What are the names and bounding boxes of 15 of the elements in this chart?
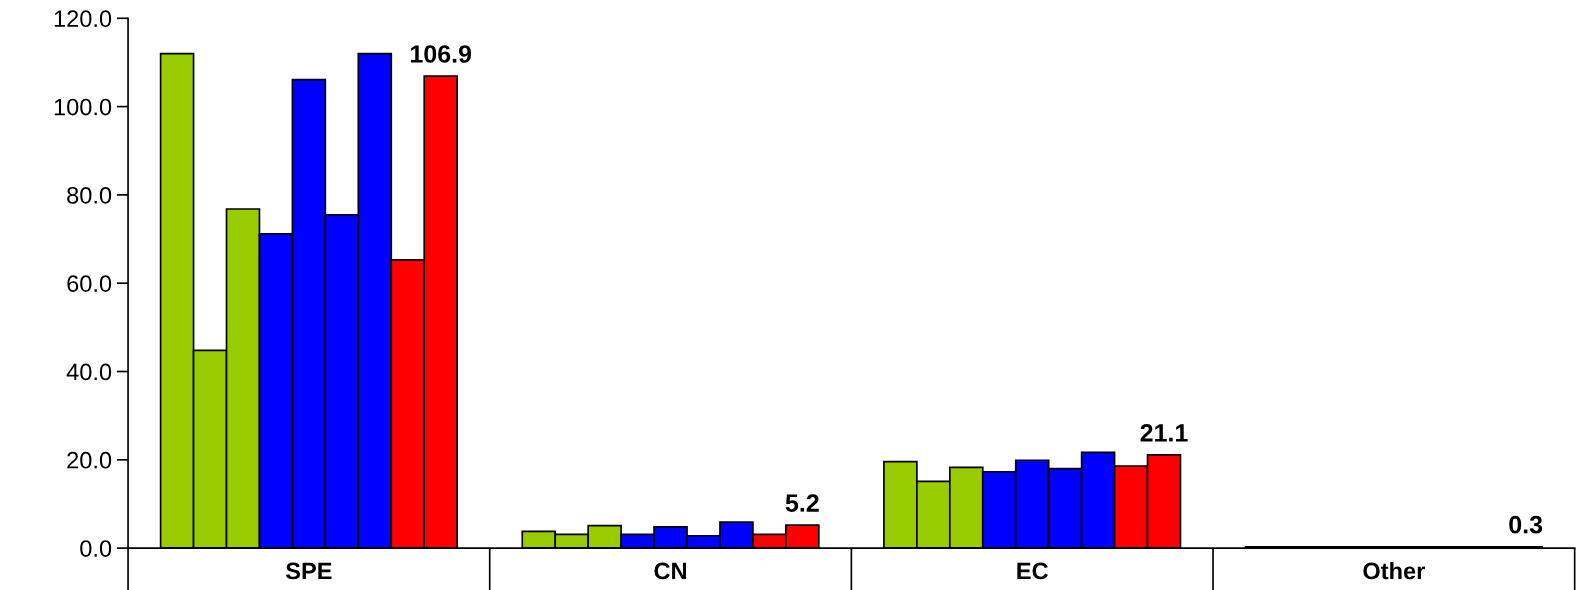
y-tick-label: 100.0 bbox=[54, 98, 112, 116]
data-label: 106.9 bbox=[410, 45, 472, 63]
x-tick-label: CN bbox=[654, 562, 686, 580]
y-tick-label: 60.0 bbox=[67, 275, 112, 292]
data-label: 21.1 bbox=[1140, 423, 1188, 442]
data-label: 5.2 bbox=[785, 494, 819, 512]
x-tick-label: Other bbox=[1363, 562, 1425, 580]
x-tick-label: EC bbox=[1017, 562, 1048, 580]
y-tick-label: 120.0 bbox=[54, 10, 112, 28]
y-tick-label: 40.0 bbox=[66, 363, 112, 381]
y-tick-label: 20.0 bbox=[67, 451, 112, 469]
y-tick-label: 80.0 bbox=[67, 186, 112, 204]
x-tick-label: SPE bbox=[285, 562, 332, 580]
data-label: 0.3 bbox=[1509, 515, 1543, 534]
y-tick-label: 0.0 bbox=[80, 540, 112, 557]
